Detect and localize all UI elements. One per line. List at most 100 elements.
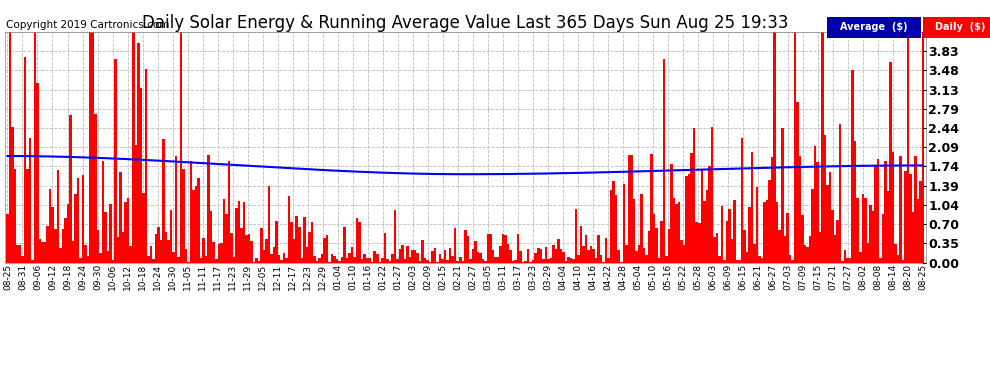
Bar xyxy=(794,32,796,262)
Text: Copyright 2019 Cartronics.com: Copyright 2019 Cartronics.com xyxy=(6,20,169,30)
Bar xyxy=(303,217,306,262)
Bar xyxy=(615,195,618,262)
Bar xyxy=(690,153,693,262)
Bar xyxy=(678,202,680,262)
Bar xyxy=(76,178,79,262)
Bar xyxy=(879,258,882,262)
Bar xyxy=(6,214,9,262)
Bar xyxy=(479,253,482,262)
Bar xyxy=(419,261,422,262)
Bar xyxy=(182,170,185,262)
Bar xyxy=(492,250,494,262)
Bar xyxy=(358,222,361,262)
Bar xyxy=(562,252,564,262)
Bar xyxy=(376,254,378,262)
Bar xyxy=(557,239,559,262)
Bar xyxy=(381,258,383,262)
Bar xyxy=(79,258,81,262)
Bar xyxy=(250,241,252,262)
Bar xyxy=(605,238,608,262)
Bar xyxy=(912,211,915,262)
Bar xyxy=(140,88,142,262)
Bar xyxy=(497,257,499,262)
Bar xyxy=(427,260,429,262)
Bar xyxy=(130,246,132,262)
Bar xyxy=(698,223,701,262)
Bar xyxy=(132,32,135,262)
Bar xyxy=(786,213,789,262)
Bar xyxy=(854,141,856,262)
Bar xyxy=(527,249,530,262)
Bar xyxy=(74,194,76,262)
Bar xyxy=(87,256,89,262)
Bar xyxy=(587,250,590,262)
Bar xyxy=(339,261,341,262)
Bar xyxy=(575,209,577,262)
Bar xyxy=(56,170,59,262)
Bar xyxy=(834,235,837,262)
Bar xyxy=(755,188,758,262)
Bar xyxy=(51,207,54,262)
Bar xyxy=(135,145,137,262)
Bar xyxy=(650,154,652,262)
Bar xyxy=(909,174,912,262)
Bar xyxy=(169,210,172,262)
Bar xyxy=(892,152,894,262)
Bar xyxy=(736,260,739,262)
Bar xyxy=(61,229,64,262)
Bar xyxy=(285,258,288,262)
Bar xyxy=(422,240,424,262)
Bar xyxy=(849,258,851,262)
Bar xyxy=(19,245,22,262)
Bar xyxy=(366,258,368,262)
Bar xyxy=(394,210,396,262)
Bar xyxy=(766,200,768,262)
Bar xyxy=(515,260,517,262)
Bar xyxy=(801,215,804,262)
Bar xyxy=(758,255,761,262)
Bar xyxy=(268,186,270,262)
Bar xyxy=(846,258,849,262)
Bar xyxy=(69,116,71,262)
Bar xyxy=(743,230,745,262)
Bar xyxy=(469,259,471,262)
Bar xyxy=(889,63,892,262)
Bar xyxy=(363,254,366,262)
Bar xyxy=(851,70,854,262)
Bar xyxy=(323,238,326,262)
Bar xyxy=(11,127,14,262)
Bar xyxy=(781,128,783,262)
Bar xyxy=(350,248,353,262)
Bar xyxy=(29,138,32,262)
Bar xyxy=(306,248,308,262)
Bar xyxy=(115,59,117,262)
Bar xyxy=(117,237,120,262)
Bar xyxy=(233,257,236,262)
Bar xyxy=(228,161,230,262)
Text: Average  ($): Average ($) xyxy=(840,22,908,32)
Bar xyxy=(27,169,29,262)
Bar xyxy=(741,138,743,262)
Bar xyxy=(348,254,350,262)
Bar xyxy=(876,159,879,262)
Bar xyxy=(218,244,220,262)
Bar xyxy=(142,193,145,262)
Bar xyxy=(842,261,843,262)
Bar xyxy=(882,214,884,262)
Bar xyxy=(210,211,213,262)
Bar xyxy=(255,258,257,262)
Bar xyxy=(401,245,404,262)
Bar xyxy=(580,226,582,262)
Bar xyxy=(120,172,122,262)
Bar xyxy=(172,252,175,262)
Bar xyxy=(597,235,600,262)
Bar xyxy=(215,259,218,262)
Bar xyxy=(84,245,87,262)
Bar xyxy=(164,232,167,262)
Bar xyxy=(600,255,602,262)
Bar xyxy=(252,261,255,262)
Bar xyxy=(753,244,755,262)
Bar xyxy=(190,161,192,262)
Bar xyxy=(613,182,615,262)
Bar xyxy=(92,32,94,262)
